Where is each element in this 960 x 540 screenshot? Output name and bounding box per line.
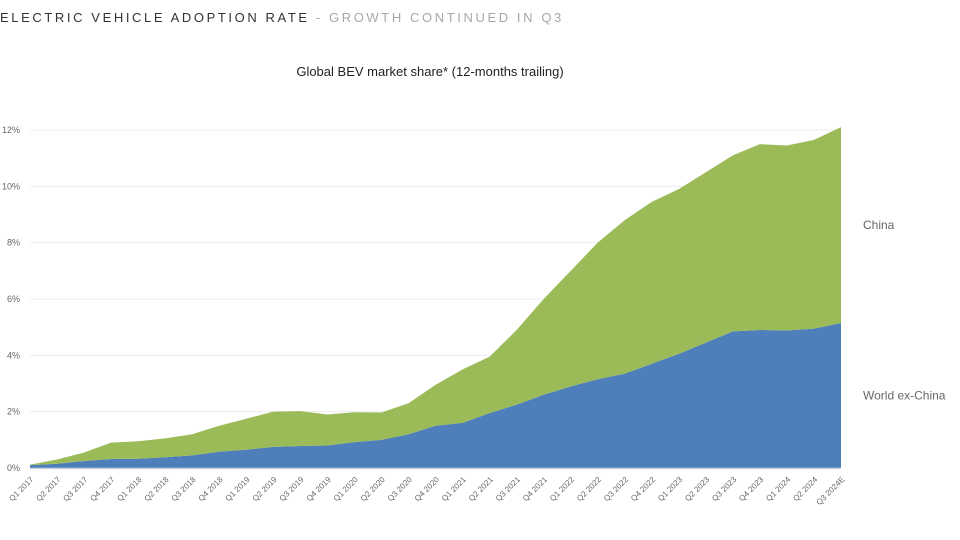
x-tick-label: Q2 2020 (359, 475, 387, 503)
x-tick-label: Q2 2023 (683, 475, 711, 503)
y-tick-label: 2% (7, 407, 20, 417)
slide-header: ELECTRIC VEHICLE ADOPTION RATE - GROWTH … (0, 10, 564, 25)
x-tick-label: Q1 2020 (332, 475, 360, 503)
x-tick-label: Q1 2017 (7, 475, 35, 503)
x-tick-label: Q4 2018 (197, 475, 225, 503)
header-separator: - (309, 10, 329, 25)
x-tick-label: Q3 2022 (602, 475, 630, 503)
x-tick-label: Q3 2021 (494, 475, 522, 503)
series-label: China (863, 218, 895, 232)
chart-title: Global BEV market share* (12-months trai… (296, 64, 564, 79)
x-tick-label: Q2 2021 (467, 475, 495, 503)
x-tick-label: Q1 2022 (548, 475, 576, 503)
x-tick-label: Q1 2019 (224, 475, 252, 503)
x-tick-label: Q2 2022 (575, 475, 603, 503)
y-tick-label: 12% (2, 125, 20, 135)
x-tick-label: Q3 2024E (815, 475, 847, 507)
y-tick-label: 4% (7, 350, 20, 360)
header-subtitle: GROWTH CONTINUED IN Q3 (329, 10, 564, 25)
x-tick-label: Q3 2018 (170, 475, 198, 503)
x-tick-label: Q2 2017 (34, 475, 62, 503)
x-tick-label: Q3 2020 (386, 475, 414, 503)
x-tick-label: Q3 2023 (710, 475, 738, 503)
x-tick-label: Q4 2019 (305, 475, 333, 503)
area-world-ex-china (30, 322, 841, 468)
x-tick-label: Q4 2020 (413, 475, 441, 503)
x-tick-label: Q3 2019 (278, 475, 306, 503)
x-tick-label: Q4 2021 (521, 475, 549, 503)
x-tick-label: Q1 2024 (764, 475, 792, 503)
series-label: World ex-China (863, 388, 946, 402)
y-tick-label: 10% (2, 181, 20, 191)
x-tick-label: Q1 2023 (656, 475, 684, 503)
x-tick-label: Q1 2021 (440, 475, 468, 503)
area-china (30, 127, 841, 466)
y-tick-label: 0% (7, 463, 20, 473)
y-tick-label: 6% (7, 294, 20, 304)
x-tick-label: Q4 2023 (737, 475, 765, 503)
header-main: ELECTRIC VEHICLE ADOPTION RATE (0, 10, 310, 25)
x-tick-label: Q1 2018 (115, 475, 143, 503)
x-tick-label: Q4 2022 (629, 475, 657, 503)
x-tick-label: Q4 2017 (88, 475, 116, 503)
y-tick-label: 8% (7, 238, 20, 248)
x-tick-label: Q3 2017 (61, 475, 89, 503)
x-tick-label: Q2 2018 (143, 475, 171, 503)
x-tick-label: Q2 2019 (251, 475, 279, 503)
